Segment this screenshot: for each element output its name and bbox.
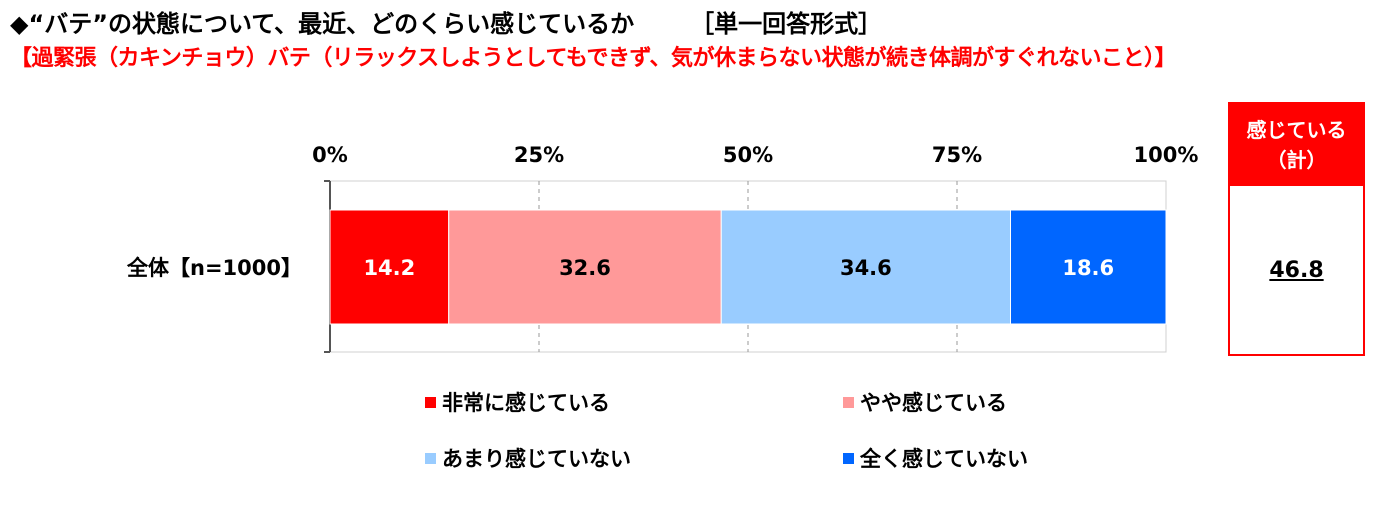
- x-tick-label: 75%: [932, 143, 982, 167]
- x-tick-label: 50%: [723, 143, 773, 167]
- total-header: 感じている （計）: [1230, 104, 1363, 186]
- x-tick-label: 25%: [514, 143, 564, 167]
- legend-label: 全く感じていない: [860, 447, 1028, 471]
- data-label: 32.6: [559, 256, 611, 280]
- data-label: 18.6: [1062, 256, 1114, 280]
- chart-title: ◆“バテ”の状態について、最近、どのくらい感じているか ［単一回答形式］: [10, 4, 882, 39]
- legend-item: 非常に感じている: [425, 387, 610, 417]
- bar-segment: [448, 209, 722, 325]
- legend-label: あまり感じていない: [442, 447, 631, 471]
- bar-segment: [1010, 209, 1167, 325]
- legend-swatch: [843, 396, 854, 408]
- legend-item: あまり感じていない: [425, 443, 631, 473]
- data-label: 34.6: [840, 256, 892, 280]
- total-value: 46.8: [1269, 258, 1324, 283]
- category-label: 全体【n=1000】: [126, 256, 302, 280]
- x-tick-label: 0%: [312, 143, 348, 167]
- total-box: 感じている （計） 46.8: [1228, 102, 1365, 356]
- legend-swatch: [425, 452, 436, 464]
- legend-label: 非常に感じている: [442, 391, 610, 415]
- bar-segment: [329, 209, 450, 325]
- legend-item: やや感じている: [843, 387, 1007, 417]
- legend-swatch: [843, 452, 854, 464]
- legend-swatch: [425, 396, 436, 408]
- x-tick-label: 100%: [1134, 143, 1199, 167]
- legend-item: 全く感じていない: [843, 443, 1028, 473]
- total-header-line2: （計）: [1266, 148, 1327, 172]
- total-header-line1: 感じている: [1246, 118, 1347, 142]
- bar-segment: [720, 209, 1012, 325]
- title-text: ◆“バテ”の状態について、最近、どのくらい感じているか: [10, 10, 635, 38]
- data-label: 14.2: [363, 256, 415, 280]
- chart-subtitle: 【過緊張（カキンチョウ）バテ（リラックスしようとしてもできず、気が休まらない状態…: [10, 46, 1177, 71]
- legend-label: やや感じている: [860, 391, 1007, 415]
- answer-format: ［単一回答形式］: [690, 10, 883, 38]
